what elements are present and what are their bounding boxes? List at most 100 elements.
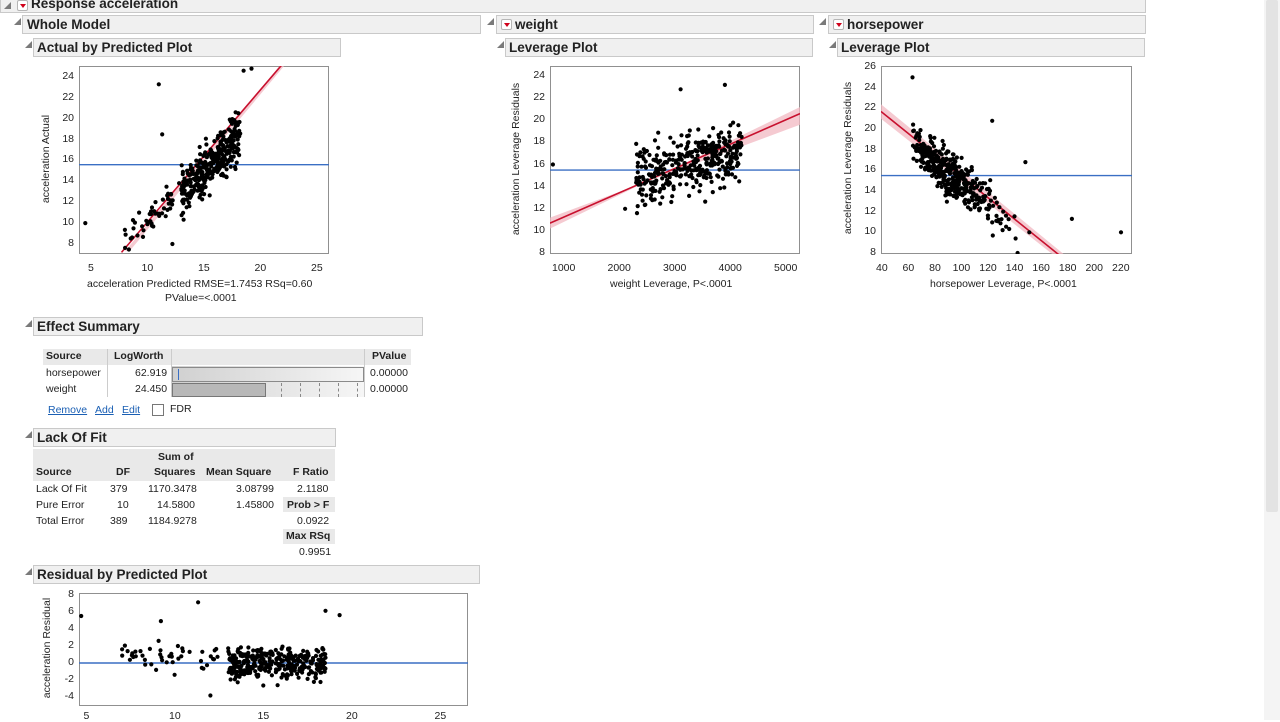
data-point	[641, 147, 646, 152]
data-point	[650, 186, 655, 191]
data-point	[208, 152, 213, 157]
tick-label: 18	[533, 135, 545, 148]
disclosure-icon[interactable]	[819, 18, 826, 25]
data-point	[679, 133, 684, 138]
data-point	[133, 649, 138, 654]
data-point	[695, 153, 700, 158]
data-point	[724, 154, 729, 159]
weight-leverage-header[interactable]: Leverage Plot	[505, 38, 813, 57]
data-point	[687, 174, 692, 179]
data-point	[660, 195, 665, 200]
data-point	[196, 188, 201, 193]
disclosure-icon[interactable]	[829, 41, 836, 48]
data-point	[942, 169, 947, 174]
data-point	[671, 152, 676, 157]
data-point	[937, 173, 942, 178]
y-axis-label: acceleration Residual	[41, 597, 53, 699]
logworth-bar	[172, 383, 266, 397]
red-triangle-menu-icon[interactable]	[501, 19, 512, 30]
data-point	[675, 166, 681, 171]
data-point	[692, 163, 697, 168]
row-source[interactable]: weight	[46, 383, 77, 395]
data-point	[236, 111, 241, 116]
data-point	[700, 147, 705, 152]
disclosure-icon[interactable]	[25, 431, 32, 438]
disclosure-icon[interactable]	[14, 18, 21, 25]
data-point	[959, 172, 964, 177]
data-point	[161, 206, 167, 211]
data-point	[269, 673, 274, 678]
data-point	[550, 162, 555, 167]
data-point	[946, 162, 951, 167]
disclosure-icon[interactable]	[497, 41, 504, 48]
data-point	[690, 175, 695, 181]
data-point	[306, 672, 311, 677]
data-point	[664, 181, 669, 186]
data-point	[634, 152, 640, 157]
tick-label: 180	[1058, 262, 1077, 274]
data-point	[159, 655, 164, 660]
edit-link[interactable]: Edit	[122, 404, 141, 416]
data-point	[154, 667, 159, 672]
residual-by-predicted-header[interactable]: Residual by Predicted Plot	[33, 565, 480, 584]
tick-label: 40	[876, 262, 888, 274]
scrollbar-thumb[interactable]	[1266, 0, 1278, 512]
data-point	[983, 181, 988, 186]
remove-link[interactable]: Remove	[48, 404, 88, 416]
data-point	[999, 217, 1004, 222]
vertical-scrollbar[interactable]	[1264, 0, 1280, 720]
data-point	[734, 155, 740, 161]
horsepower-leverage-header[interactable]: Leverage Plot	[837, 38, 1145, 57]
row-ss: 1170.3478	[148, 483, 197, 495]
data-point	[239, 663, 244, 668]
data-point	[243, 659, 248, 664]
disclosure-icon[interactable]	[25, 568, 32, 575]
disclosure-icon[interactable]	[25, 320, 32, 327]
weight-header[interactable]: weight	[496, 15, 814, 34]
disclosure-icon[interactable]	[487, 18, 494, 25]
data-point	[670, 163, 675, 168]
data-point	[942, 182, 948, 188]
data-point	[687, 193, 692, 198]
data-point	[635, 164, 640, 169]
data-point	[728, 123, 733, 128]
add-link[interactable]: Add	[95, 404, 114, 416]
actual-by-predicted-header[interactable]: Actual by Predicted Plot	[33, 38, 341, 57]
data-point	[293, 665, 298, 670]
data-point	[658, 158, 663, 163]
actual-by-predicted-plot[interactable]	[79, 66, 329, 254]
effect-summary-header[interactable]: Effect Summary	[33, 317, 423, 336]
data-point	[991, 203, 996, 208]
horsepower-leverage-plot[interactable]	[881, 66, 1132, 254]
whole-model-header[interactable]: Whole Model	[22, 15, 481, 34]
data-point	[273, 647, 278, 653]
data-point	[198, 167, 203, 172]
data-point	[276, 651, 281, 656]
report-header[interactable]: Response acceleration	[0, 0, 1146, 13]
data-point	[147, 646, 152, 651]
data-point	[654, 153, 659, 158]
data-point	[210, 172, 215, 177]
red-triangle-menu-icon[interactable]	[833, 19, 844, 30]
tick-label: 10	[62, 216, 74, 229]
weight-leverage-plot[interactable]	[550, 66, 800, 254]
data-point	[197, 160, 202, 165]
data-point	[717, 160, 722, 165]
tick-label: 18	[62, 132, 74, 145]
row-ms: 1.45800	[236, 499, 274, 511]
data-point	[717, 139, 722, 144]
row-source[interactable]: horsepower	[46, 367, 101, 379]
lack-of-fit-header[interactable]: Lack Of Fit	[33, 428, 336, 447]
disclosure-icon[interactable]	[4, 2, 11, 9]
disclosure-icon[interactable]	[25, 41, 32, 48]
column-header: Squares	[154, 466, 196, 478]
data-point	[256, 674, 261, 679]
data-point	[1069, 216, 1074, 221]
data-point	[662, 151, 667, 156]
horsepower-header[interactable]: horsepower	[828, 15, 1146, 34]
data-point	[120, 647, 125, 652]
fdr-checkbox[interactable]	[152, 404, 164, 416]
data-point	[713, 145, 718, 150]
residual-by-predicted-plot[interactable]	[79, 593, 468, 706]
red-triangle-menu-icon[interactable]	[17, 0, 28, 11]
